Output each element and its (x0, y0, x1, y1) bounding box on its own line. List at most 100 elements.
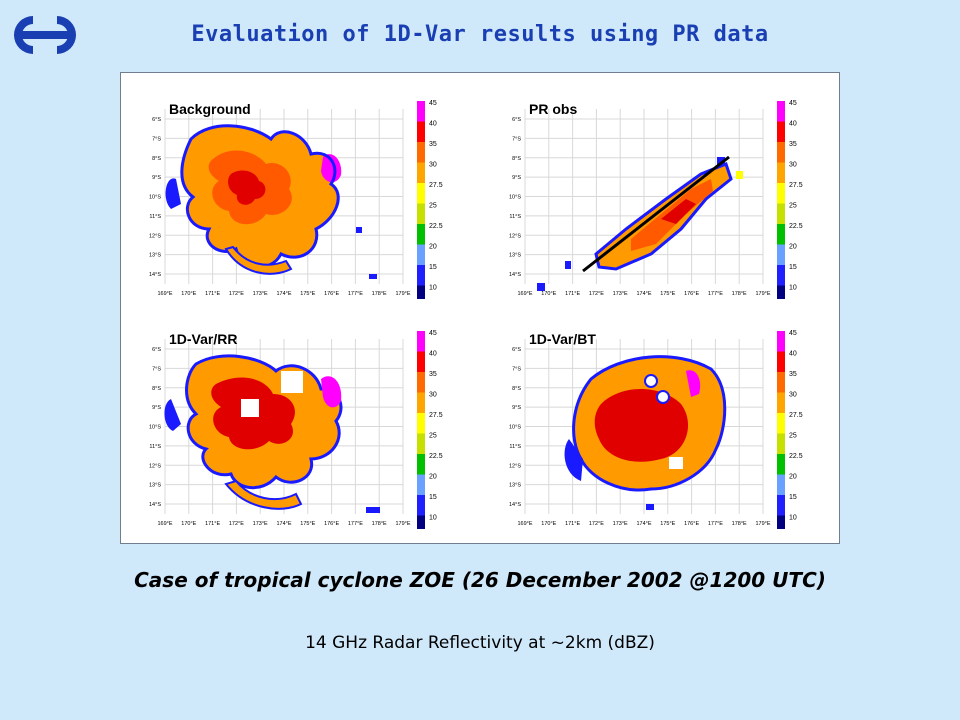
colorbar-cell (417, 142, 425, 163)
colorbar-tick-label: 15 (429, 264, 437, 271)
x-tick-label: 174°E (276, 291, 291, 297)
slide-title: Evaluation of 1D-Var results using PR da… (191, 22, 769, 47)
figure-panel-grid: 169°E 170°E 171°E 172°E 173°E 174°E 175°E 176°E… (120, 72, 840, 544)
colorbar-tick-label: 15 (789, 264, 797, 271)
x-tick-label: 173°E (613, 291, 628, 297)
colorbar-cell (777, 203, 785, 224)
y-tick-label: 11°S (509, 444, 521, 450)
colorbar-cell (777, 101, 785, 122)
x-tick-label: 176°E (684, 521, 699, 527)
colorbar-cell (417, 203, 425, 224)
colorbar: 45 40 35 30 27.5 25 22.5 20 15 10 (777, 330, 803, 529)
colorbar-tick-label: 30 (789, 392, 797, 399)
colorbar-cell (777, 142, 785, 163)
colorbar-cell (417, 244, 425, 265)
y-tick-label: 10°S (509, 425, 521, 431)
y-tick-label: 14°S (509, 502, 521, 508)
x-tick-label: 178°E (372, 521, 387, 527)
x-tick-label: 172°E (229, 291, 244, 297)
colorbar: 45 40 35 30 27.5 25 22.5 20 15 10 (417, 330, 443, 529)
colorbar-cell (417, 413, 425, 434)
x-tick-label: 177°E (708, 291, 723, 297)
y-tick-label: 8°S (152, 386, 161, 392)
x-tick-label: 170°E (541, 521, 556, 527)
figure-subcaption: 14 GHz Radar Reflectivity at ~2km (dBZ) (305, 633, 655, 653)
colorbar-tick-label: 45 (429, 100, 437, 107)
y-tick-label: 13°S (149, 253, 161, 259)
colorbar-tick-label: 20 (789, 474, 797, 481)
y-tick-label: 14°S (149, 502, 161, 508)
colorbar-cell (777, 331, 785, 352)
pr-obs-map: 169°E 170°E 171°E 172°E 173°E 174°E 175°E 176°E… (509, 100, 803, 299)
colorbar-tick-label: 22.5 (789, 453, 803, 460)
x-tick-label: 173°E (253, 521, 268, 527)
y-tick-label: 10°S (509, 195, 521, 201)
colorbar-cell (417, 285, 425, 299)
x-tick-label: 169°E (157, 521, 172, 527)
x-tick-label: 174°E (276, 521, 291, 527)
y-tick-label: 6°S (512, 347, 521, 353)
x-tick-label: 176°E (324, 291, 339, 297)
colorbar-cell (777, 413, 785, 434)
colorbar-tick-label: 30 (429, 162, 437, 169)
x-tick-label: 171°E (205, 521, 220, 527)
x-tick-label: 177°E (348, 291, 363, 297)
y-tick-label: 7°S (152, 366, 161, 372)
y-tick-label: 7°S (152, 136, 161, 142)
colorbar-cell (777, 121, 785, 142)
x-tick-label: 179°E (755, 291, 770, 297)
var-bt-map: 169°E 170°E 171°E 172°E 173°E 174°E 175°E 176°E… (509, 330, 803, 529)
y-tick-label: 12°S (509, 463, 521, 469)
y-tick-label: 13°S (509, 253, 521, 259)
colorbar-tick-label: 22.5 (789, 223, 803, 230)
x-tick-label: 175°E (660, 291, 675, 297)
colorbar-cell (777, 392, 785, 413)
x-tick-label: 173°E (613, 521, 628, 527)
panel-var-bt: 169°E 170°E 171°E 172°E 173°E 174°E 175°E 176°E… (491, 309, 831, 529)
colorbar-tick-label: 45 (789, 330, 797, 337)
x-tick-label: 171°E (565, 291, 580, 297)
colorbar-cell (417, 454, 425, 475)
x-tick-label: 171°E (565, 521, 580, 527)
colorbar-tick-label: 25 (789, 203, 797, 210)
colorbar-tick-label: 15 (789, 494, 797, 501)
colorbar-cell (777, 474, 785, 495)
y-tick-label: 11°S (149, 214, 161, 220)
x-tick-label: 175°E (660, 521, 675, 527)
colorbar-tick-label: 27.5 (429, 182, 443, 189)
x-tick-label: 172°E (589, 521, 604, 527)
background-map: 169°E 170°E 171°E 172°E 173°E 174°E 175°E 176°E… (149, 100, 443, 299)
x-tick-label: 170°E (541, 291, 556, 297)
colorbar: 45 40 35 30 27.5 25 22.5 20 15 10 (417, 100, 443, 299)
y-tick-label: 9°S (512, 175, 521, 181)
y-tick-label: 8°S (152, 156, 161, 162)
x-tick-label: 170°E (181, 521, 196, 527)
x-tick-label: 169°E (517, 521, 532, 527)
x-tick-label: 172°E (229, 521, 244, 527)
figure-caption: Case of tropical cyclone ZOE (26 Decembe… (134, 568, 826, 592)
colorbar-cell (417, 351, 425, 372)
panel-var-rr: 169°E 170°E 171°E 172°E 173°E 174°E 175°E 176°E… (131, 309, 471, 529)
colorbar-cell (417, 224, 425, 245)
colorbar-cell (417, 183, 425, 204)
y-tick-label: 9°S (152, 175, 161, 181)
x-tick-label: 176°E (684, 291, 699, 297)
colorbar-tick-label: 40 (789, 121, 797, 128)
colorbar-tick-label: 27.5 (429, 412, 443, 419)
colorbar-cell (777, 433, 785, 454)
y-tick-label: 8°S (512, 156, 521, 162)
y-tick-label: 6°S (152, 347, 161, 353)
var-rr-map: 169°E 170°E 171°E 172°E 173°E 174°E 175°E 176°E… (149, 330, 443, 529)
x-tick-label: 175°E (300, 521, 315, 527)
colorbar-tick-label: 20 (789, 244, 797, 251)
colorbar-cell (777, 515, 785, 529)
y-tick-label: 11°S (149, 444, 161, 450)
y-tick-label: 9°S (512, 405, 521, 411)
y-tick-label: 10°S (149, 195, 161, 201)
x-tick-label: 179°E (395, 521, 410, 527)
colorbar-tick-label: 25 (429, 433, 437, 440)
x-tick-label: 174°E (636, 521, 651, 527)
colorbar-cell (777, 244, 785, 265)
colorbar-tick-label: 30 (789, 162, 797, 169)
colorbar-cell (417, 162, 425, 183)
